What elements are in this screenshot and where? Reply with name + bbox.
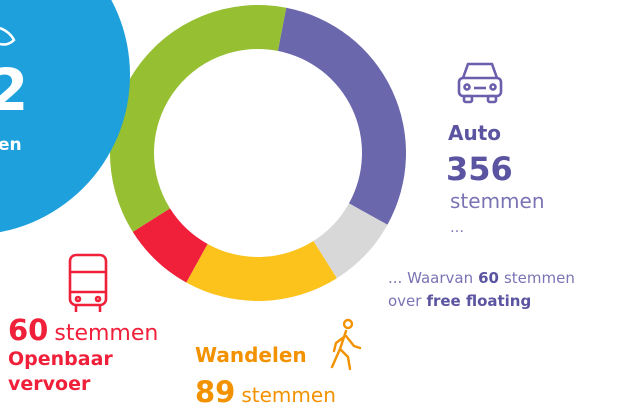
auto-name: Auto bbox=[448, 121, 501, 145]
note-votes: 60 bbox=[478, 269, 499, 287]
note-topic: free floating bbox=[426, 292, 531, 310]
auto-ellipsis: … bbox=[450, 220, 464, 236]
ov-votes-line: 60 stemmen bbox=[8, 313, 158, 347]
donut-segment bbox=[132, 208, 208, 283]
fiets-unit: en bbox=[0, 135, 22, 155]
wandelen-votes: 89 bbox=[195, 375, 235, 409]
ov-unit: stemmen bbox=[54, 321, 158, 346]
bus-icon bbox=[68, 253, 108, 312]
blue-circle bbox=[0, 0, 130, 233]
wandelen-name: Wandelen bbox=[195, 343, 307, 367]
note-over: over bbox=[388, 292, 422, 310]
wandelen-unit: stemmen bbox=[241, 383, 336, 407]
auto-unit: stemmen bbox=[450, 189, 545, 213]
auto-note-2: over free floating bbox=[388, 292, 531, 310]
wandelen-line: 89 stemmen bbox=[195, 375, 336, 409]
ov-name-1: Openbaar bbox=[8, 348, 113, 370]
donut-segment bbox=[186, 241, 337, 302]
donut-segment bbox=[277, 7, 407, 225]
walk-icon bbox=[330, 318, 362, 371]
donut-segment bbox=[313, 203, 388, 279]
icon bbox=[0, 26, 16, 46]
fiets-number: 2 bbox=[0, 56, 28, 124]
donut-segment bbox=[109, 4, 287, 232]
auto-votes: 356 bbox=[446, 150, 513, 188]
auto-note: ... Waarvan 60 stemmen bbox=[388, 269, 575, 287]
ov-name-2: vervoer bbox=[8, 373, 91, 395]
ov-votes: 60 bbox=[8, 313, 48, 347]
note-unit: stemmen bbox=[504, 269, 575, 287]
car-icon bbox=[457, 62, 503, 104]
donut bbox=[109, 4, 407, 302]
note-prefix: ... Waarvan bbox=[388, 269, 473, 287]
